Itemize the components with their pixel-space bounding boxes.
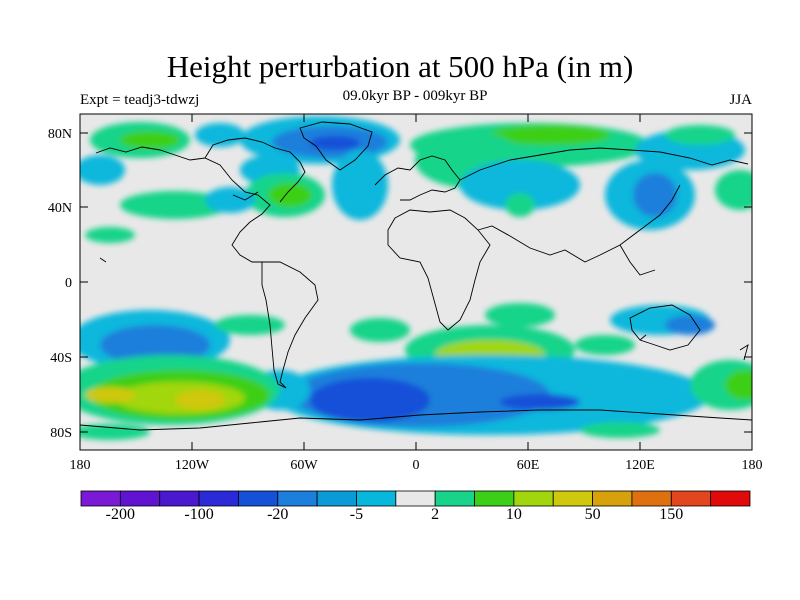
latitude-axis (80, 132, 752, 433)
colorbar-swatch (119, 490, 161, 507)
time-subtitle: 09.0kyr BP - 009kyr BP (342, 88, 488, 104)
colorbar-swatch (631, 490, 672, 507)
lon-tick-120e: 120E (625, 458, 655, 473)
colorbar-swatch (592, 490, 633, 507)
colorbar-swatch (710, 490, 751, 507)
lon-tick-120w: 120W (175, 458, 210, 473)
lat-tick-40n: 40N (48, 201, 72, 216)
colorbar-swatch (316, 490, 357, 507)
longitude-axis (191, 114, 641, 450)
colorbar-label: -100 (184, 506, 214, 523)
colorbar-label: 2 (431, 506, 440, 523)
colorbar-swatch (552, 490, 593, 507)
colorbar-swatch (670, 490, 712, 507)
colorbar-label: -20 (267, 506, 289, 523)
lon-tick-60w: 60W (290, 458, 318, 473)
colorbar-label: 10 (505, 506, 522, 523)
map-title: Height perturbation at 500 hPa (in m) (166, 49, 634, 84)
colorbar-label: 50 (584, 506, 601, 523)
colorbar-swatch (395, 490, 436, 507)
lat-tick-0: 0 (65, 276, 72, 291)
lat-tick-80n: 80N (48, 127, 72, 142)
colorbar-swatch (238, 490, 279, 507)
colorbar-swatch (277, 490, 318, 507)
season-label: JJA (729, 92, 752, 108)
colorbar-label: -200 (105, 506, 136, 523)
colorbar-swatch (159, 490, 200, 507)
coastlines (80, 121, 752, 431)
lat-tick-80s: 80S (50, 426, 72, 441)
lat-tick-40s: 40S (50, 351, 72, 366)
lon-tick-0: 0 (413, 458, 420, 473)
lon-tick-180e: 180 (742, 458, 763, 473)
colorbar-swatch (80, 490, 121, 507)
lon-tick-180w: 180 (70, 458, 91, 473)
experiment-label: Expt = teadj3-tdwzj (80, 92, 200, 108)
colorbar-swatch (474, 490, 515, 507)
lon-tick-60e: 60E (517, 458, 540, 473)
colorbar (80, 490, 751, 507)
colorbar-label: -5 (349, 506, 364, 523)
colorbar-label: 150 (659, 506, 684, 523)
colorbar-swatch (513, 490, 554, 507)
colorbar-swatch (356, 490, 397, 507)
colorbar-swatch (198, 490, 239, 507)
height-field (80, 114, 752, 450)
colorbar-swatch (434, 490, 475, 507)
